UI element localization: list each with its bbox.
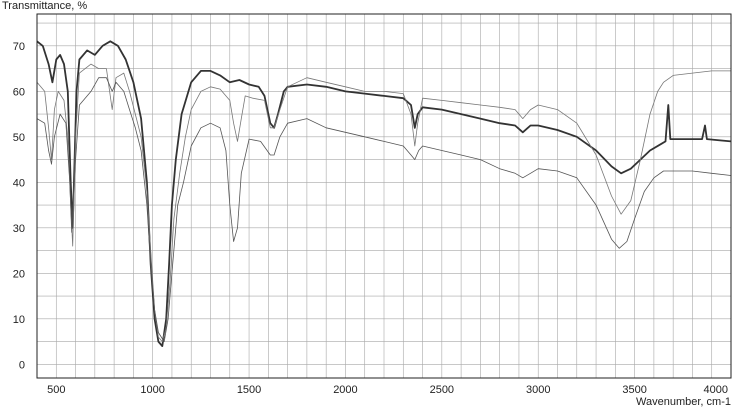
- x-tick-label: 2500: [430, 384, 454, 396]
- x-tick-labels: 500 1000 1500 2000 2500 3000 3500 4000: [47, 384, 728, 396]
- y-tick-label: 60: [13, 86, 25, 98]
- x-tick-label: 3500: [622, 384, 646, 396]
- y-tick-label: 40: [13, 177, 25, 189]
- x-axis-label: Wavenumber, cm-1: [636, 396, 731, 408]
- x-tick-label: 4000: [704, 384, 728, 396]
- x-tick-label: 2000: [333, 384, 357, 396]
- y-axis-label: Transmittance, %: [2, 0, 87, 12]
- x-tick-label: 500: [47, 384, 65, 396]
- x-tick-label: 3000: [526, 384, 550, 396]
- y-tick-label: 50: [13, 132, 25, 144]
- y-tick-label: 20: [13, 268, 25, 280]
- y-tick-label: 70: [13, 41, 25, 53]
- grid: [37, 14, 731, 378]
- y-tick-labels: 0 10 20 30 40 50 60 70: [13, 41, 25, 372]
- y-tick-label: 10: [13, 314, 25, 326]
- y-tick-label: 0: [19, 359, 25, 371]
- x-tick-label: 1000: [140, 384, 164, 396]
- x-tick-label: 1500: [237, 384, 261, 396]
- y-tick-label: 30: [13, 223, 25, 235]
